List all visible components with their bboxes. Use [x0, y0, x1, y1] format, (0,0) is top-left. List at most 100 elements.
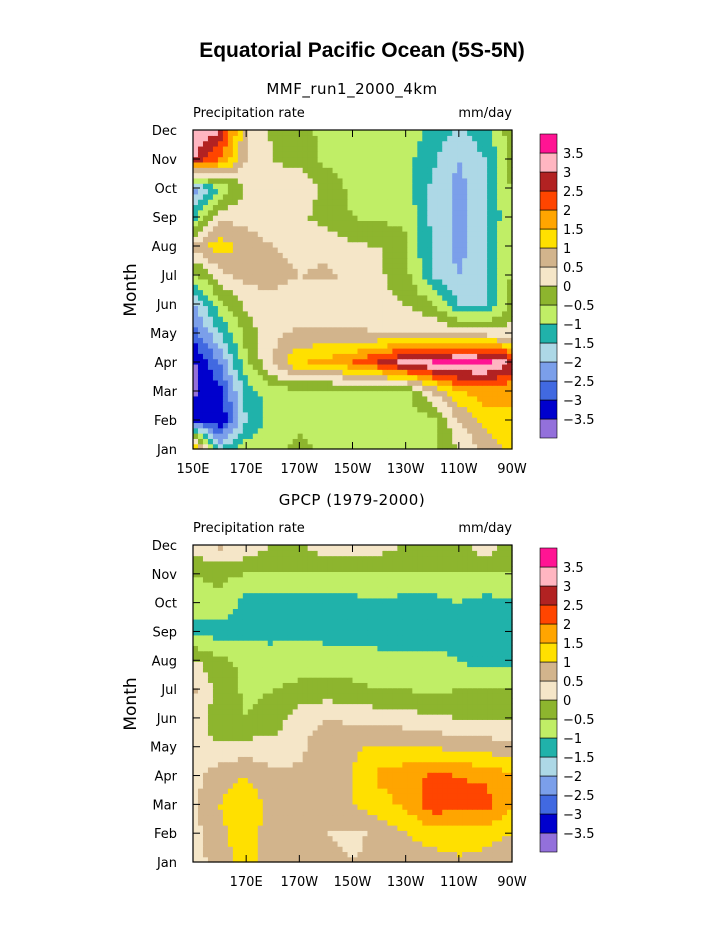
contour-cell — [197, 443, 204, 450]
contour-cell — [372, 777, 379, 784]
contour-cell — [362, 417, 369, 424]
contour-cell — [507, 273, 513, 280]
contour-cell — [472, 172, 478, 179]
contour-cell — [227, 846, 234, 853]
contour-cell — [202, 193, 209, 200]
contour-cell — [197, 161, 204, 168]
contour-cell — [242, 231, 249, 237]
contour-cell — [422, 369, 428, 376]
contour-cell — [322, 809, 329, 816]
contour-cell — [337, 433, 344, 439]
contour-cell — [427, 273, 433, 280]
contour-cell — [227, 130, 234, 136]
contour-cell — [357, 305, 364, 312]
contour-cell — [252, 385, 259, 392]
contour-cell — [407, 830, 413, 837]
contour-cell — [267, 310, 274, 317]
contour-cell — [377, 782, 383, 789]
contour-cell — [272, 856, 279, 863]
contour-cell — [277, 385, 284, 392]
contour-cell — [342, 284, 349, 291]
contour-cell — [267, 417, 274, 424]
contour-cell — [352, 294, 359, 301]
contour-cell — [432, 433, 438, 439]
contour-cell — [217, 321, 224, 328]
contour-cell — [267, 443, 274, 450]
contour-cell — [202, 140, 209, 147]
contour-cell — [472, 358, 478, 365]
contour-cell — [482, 374, 488, 381]
contour-cell — [312, 241, 319, 248]
contour-cell — [402, 856, 408, 863]
contour-cell — [292, 385, 299, 392]
contour-cell — [487, 358, 493, 365]
contour-cell — [442, 406, 448, 413]
contour-cell — [282, 332, 289, 338]
contour-cell — [217, 268, 224, 275]
contour-cell — [447, 422, 453, 429]
contour-cell — [262, 268, 269, 275]
y-tick-label: Jun — [156, 298, 177, 313]
contour-cell — [457, 161, 463, 168]
contour-cell — [282, 443, 289, 450]
contour-cell — [487, 337, 493, 344]
contour-cell — [272, 777, 279, 784]
contour-cell — [452, 379, 458, 386]
contour-cell — [327, 772, 334, 779]
contour-cell — [432, 246, 438, 253]
contour-cell — [472, 840, 478, 847]
contour-cell — [247, 814, 254, 821]
contour-cell — [437, 406, 443, 413]
contour-cell — [467, 225, 473, 232]
contour-cell — [247, 145, 254, 152]
contour-cell — [407, 395, 413, 402]
contour-cell — [422, 347, 428, 354]
contour-cell — [292, 145, 299, 152]
contour-cell — [507, 433, 513, 439]
contour-cell — [507, 353, 513, 360]
contour-cell — [482, 385, 488, 392]
contour-cell — [462, 172, 468, 179]
contour-cell — [347, 772, 354, 779]
contour-cell — [452, 856, 458, 863]
contour-cell — [287, 140, 294, 147]
contour-cell — [342, 438, 349, 445]
contour-cell — [497, 294, 503, 301]
contour-cell — [247, 401, 254, 408]
contour-cell — [217, 337, 224, 344]
contour-cell — [422, 316, 428, 322]
contour-cell — [312, 835, 319, 842]
contour-cell — [193, 427, 199, 434]
contour-cell — [342, 406, 349, 413]
contour-cell — [442, 130, 448, 136]
contour-cell — [382, 262, 388, 269]
contour-cell — [392, 825, 398, 831]
contour-cell — [382, 220, 388, 227]
contour-cell — [207, 379, 214, 386]
contour-cell — [357, 825, 364, 831]
contour-cell — [382, 167, 388, 174]
contour-cell — [337, 321, 344, 328]
contour-cell — [377, 262, 383, 269]
contour-cell — [277, 772, 284, 779]
contour-cell — [422, 353, 428, 360]
contour-cell — [462, 788, 468, 794]
contour-cell — [477, 856, 483, 863]
contour-cell — [292, 433, 299, 439]
contour-cell — [337, 777, 344, 784]
contour-cell — [467, 278, 473, 285]
contour-cell — [282, 803, 289, 810]
contour-cell — [437, 443, 443, 450]
contour-cell — [442, 284, 448, 291]
contour-cell — [222, 825, 229, 831]
contour-cell — [497, 326, 503, 333]
contour-cell — [377, 177, 383, 184]
contour-cell — [382, 406, 388, 413]
contour-cell — [287, 257, 294, 264]
panel1-variable-label: Precipitation rate — [193, 106, 305, 121]
contour-cell — [252, 193, 259, 200]
contour-cell — [202, 417, 209, 424]
contour-cell — [392, 257, 398, 264]
contour-cell — [472, 417, 478, 424]
contour-cell — [252, 788, 259, 794]
